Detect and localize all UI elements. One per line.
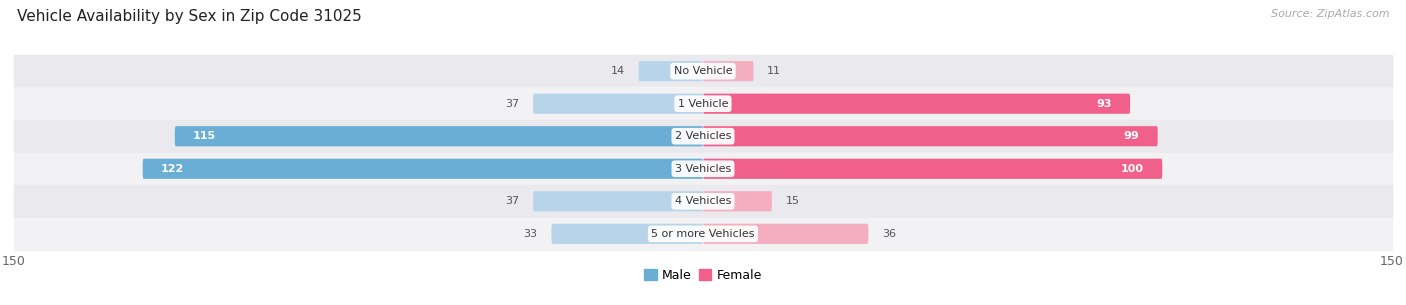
Text: 2 Vehicles: 2 Vehicles xyxy=(675,131,731,141)
FancyBboxPatch shape xyxy=(703,191,772,211)
FancyBboxPatch shape xyxy=(533,94,703,114)
FancyBboxPatch shape xyxy=(551,224,703,244)
Bar xyxy=(14,120,1392,152)
Bar xyxy=(14,152,1392,185)
Text: 36: 36 xyxy=(882,229,896,239)
Bar xyxy=(14,217,1392,250)
Text: 14: 14 xyxy=(610,66,624,76)
Text: 115: 115 xyxy=(193,131,217,141)
Text: 15: 15 xyxy=(786,196,800,206)
Bar xyxy=(14,55,1392,88)
FancyBboxPatch shape xyxy=(703,94,1130,114)
Bar xyxy=(14,185,1392,217)
Text: 37: 37 xyxy=(505,99,519,109)
Text: 93: 93 xyxy=(1097,99,1112,109)
FancyBboxPatch shape xyxy=(142,159,703,179)
FancyBboxPatch shape xyxy=(638,61,703,81)
FancyBboxPatch shape xyxy=(703,159,1163,179)
Text: 100: 100 xyxy=(1121,164,1144,174)
Text: No Vehicle: No Vehicle xyxy=(673,66,733,76)
Text: 11: 11 xyxy=(768,66,782,76)
Text: 4 Vehicles: 4 Vehicles xyxy=(675,196,731,206)
Text: 33: 33 xyxy=(523,229,537,239)
Text: 99: 99 xyxy=(1123,131,1139,141)
Text: 3 Vehicles: 3 Vehicles xyxy=(675,164,731,174)
FancyBboxPatch shape xyxy=(703,224,869,244)
FancyBboxPatch shape xyxy=(174,126,703,146)
Text: 1 Vehicle: 1 Vehicle xyxy=(678,99,728,109)
FancyBboxPatch shape xyxy=(703,126,1157,146)
Bar xyxy=(14,88,1392,120)
Text: Vehicle Availability by Sex in Zip Code 31025: Vehicle Availability by Sex in Zip Code … xyxy=(17,9,361,24)
Text: 122: 122 xyxy=(162,164,184,174)
Text: 5 or more Vehicles: 5 or more Vehicles xyxy=(651,229,755,239)
FancyBboxPatch shape xyxy=(533,191,703,211)
Legend: Male, Female: Male, Female xyxy=(640,264,766,287)
Text: 37: 37 xyxy=(505,196,519,206)
Text: Source: ZipAtlas.com: Source: ZipAtlas.com xyxy=(1271,9,1389,19)
FancyBboxPatch shape xyxy=(703,61,754,81)
